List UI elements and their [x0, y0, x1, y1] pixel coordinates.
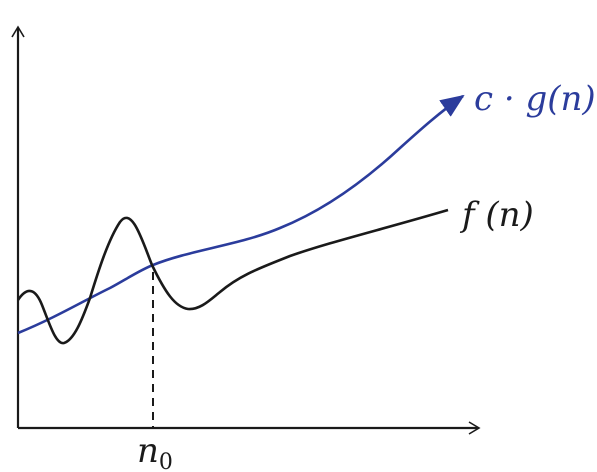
- function-curve: [16, 208, 449, 345]
- function-label: f (n): [459, 195, 534, 235]
- upper-bound-curve: [17, 94, 465, 335]
- upper-bound-label: c · g(n): [474, 79, 596, 119]
- n0-label-sub: 0: [159, 450, 173, 472]
- n0-label-main: n: [137, 431, 159, 471]
- n0-label: n0: [137, 431, 173, 472]
